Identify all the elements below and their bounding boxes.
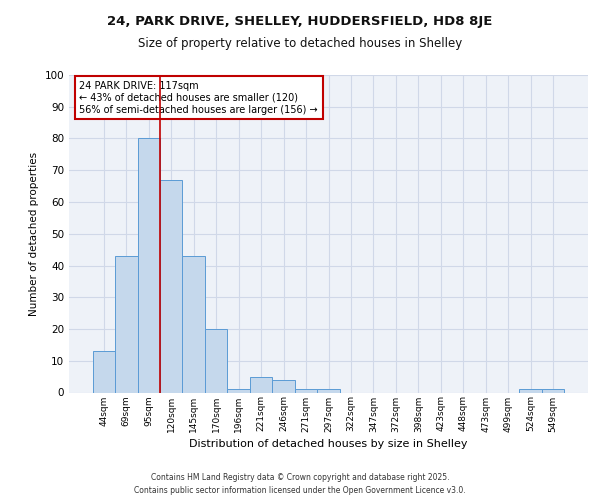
Bar (227, 390, 250, 392)
Text: Contains HM Land Registry data © Crown copyright and database right 2025.
Contai: Contains HM Land Registry data © Crown c… (134, 473, 466, 495)
Bar (295, 390, 317, 392)
Bar (115, 256, 137, 392)
Bar (205, 329, 227, 392)
Text: Size of property relative to detached houses in Shelley: Size of property relative to detached ho… (138, 38, 462, 51)
Bar (250, 376, 272, 392)
Text: 24 PARK DRIVE: 117sqm
← 43% of detached houses are smaller (120)
56% of semi-det: 24 PARK DRIVE: 117sqm ← 43% of detached … (79, 82, 318, 114)
Bar (272, 380, 295, 392)
Y-axis label: Number of detached properties: Number of detached properties (29, 152, 39, 316)
Bar (160, 180, 182, 392)
Text: 24, PARK DRIVE, SHELLEY, HUDDERSFIELD, HD8 8JE: 24, PARK DRIVE, SHELLEY, HUDDERSFIELD, H… (107, 15, 493, 28)
Bar (92, 351, 115, 393)
Bar (542, 390, 565, 392)
Bar (520, 390, 542, 392)
X-axis label: Distribution of detached houses by size in Shelley: Distribution of detached houses by size … (189, 438, 468, 448)
Bar (317, 390, 340, 392)
Bar (137, 138, 160, 392)
Bar (182, 256, 205, 392)
